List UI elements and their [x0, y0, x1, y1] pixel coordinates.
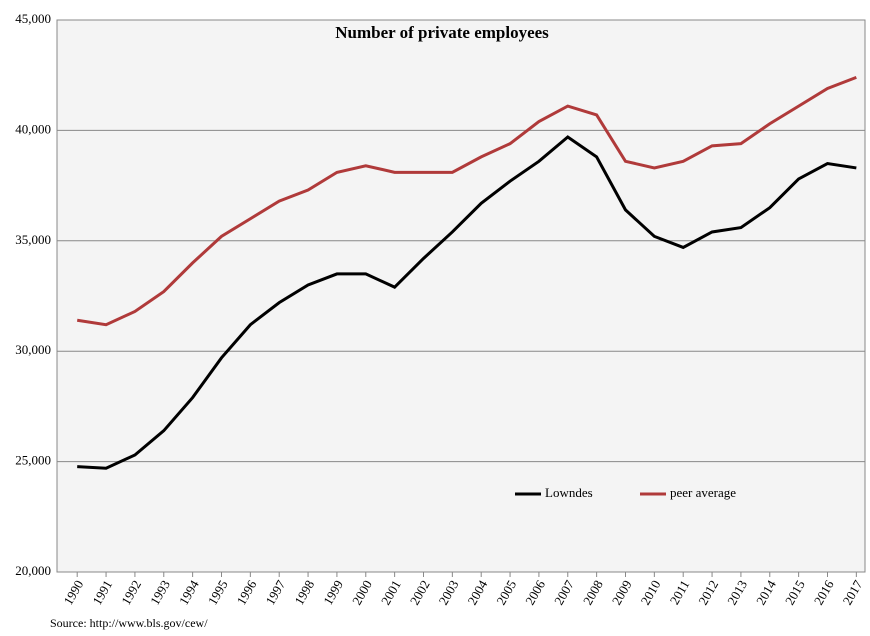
y-tick-label: 45,000	[15, 11, 51, 26]
x-tick-label: 2009	[609, 577, 635, 607]
x-tick-label: 2008	[580, 577, 606, 607]
x-tick-label: 2012	[695, 577, 721, 607]
y-tick-label: 35,000	[15, 232, 51, 247]
legend-label: peer average	[670, 485, 736, 500]
chart-title: Number of private employees	[335, 23, 549, 42]
x-tick-label: 2007	[551, 577, 577, 607]
x-tick-label: 1997	[262, 577, 288, 607]
series-line	[77, 135, 857, 470]
x-tick-label: 1999	[320, 577, 346, 607]
x-tick-label: 1996	[234, 577, 260, 607]
x-tick-label: 1990	[60, 577, 86, 607]
y-tick-label: 40,000	[15, 121, 51, 136]
x-tick-label: 2000	[349, 577, 375, 607]
x-tick-label: 1995	[205, 577, 231, 607]
x-tick-label: 2001	[378, 577, 404, 607]
x-tick-label: 2002	[407, 577, 433, 607]
x-tick-label: 1998	[291, 577, 317, 607]
y-tick-label: 20,000	[15, 563, 51, 578]
x-tick-label: 1991	[89, 577, 115, 607]
x-tick-label: 2006	[522, 577, 548, 607]
y-tick-label: 30,000	[15, 342, 51, 357]
y-tick-label: 25,000	[15, 453, 51, 468]
x-tick-label: 1994	[176, 577, 202, 607]
series-line	[76, 76, 857, 327]
source: Source: http://www.bls.gov/cew/	[50, 616, 208, 630]
x-tick-label: 1992	[118, 577, 144, 607]
x-tick-label: 2004	[464, 577, 490, 607]
x-tick-label: 2005	[493, 577, 519, 607]
plot-area	[56, 19, 866, 573]
x-tick-label: 2010	[638, 577, 664, 607]
x-tick-label: 2011	[667, 577, 693, 607]
legend-label: Lowndes	[545, 485, 593, 500]
x-tick-label: 1993	[147, 577, 173, 607]
x-tick-label: 2003	[436, 577, 462, 607]
x-tick-label: 2013	[724, 577, 750, 607]
x-tick-label: 2014	[753, 577, 779, 607]
x-tick-label: 2015	[782, 577, 808, 607]
x-tick-label: 2017	[840, 577, 866, 607]
x-tick-label: 2016	[811, 577, 837, 607]
